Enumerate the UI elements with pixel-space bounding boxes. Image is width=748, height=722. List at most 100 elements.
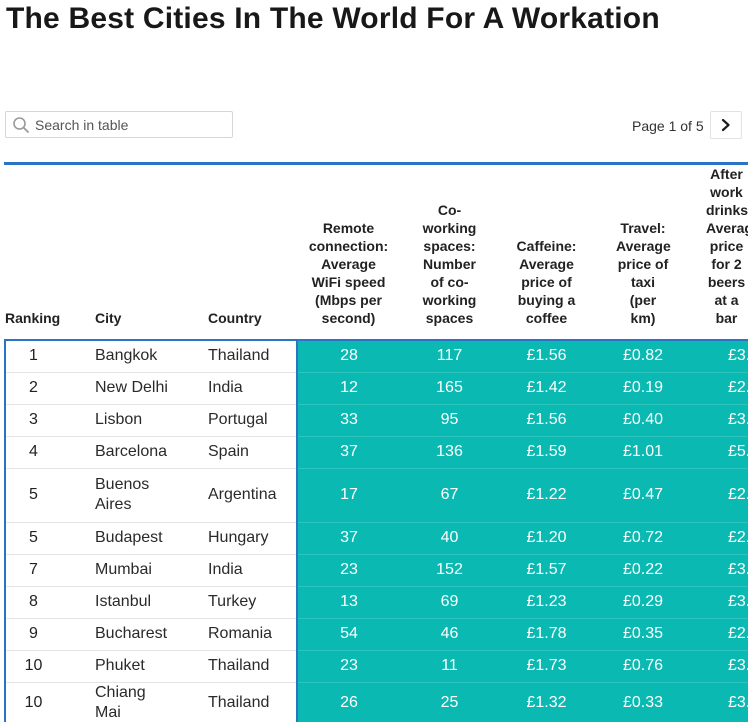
cell-taxi-price: £0.76 [594,650,692,683]
cell-wifi-speed: 13 [297,586,400,619]
table-body: 1BangkokThailand28117£1.56£0.82£3.02New … [4,340,748,722]
cell-wifi-speed: 23 [297,554,400,587]
cell-coworking-spaces: 40 [400,522,499,555]
cell-coworking-spaces: 11 [400,650,499,683]
cell-wifi-speed: 37 [297,436,400,469]
cell-wifi-speed: 37 [297,522,400,555]
cell-city: New Delhi [85,372,198,405]
cell-taxi-price: £0.47 [594,468,692,523]
cell-coffee-price: £1.32 [499,682,594,722]
cell-beer-price: £3.2 [692,554,748,587]
cell-city: Buenos Aires [85,468,198,523]
cell-country: Turkey [198,586,298,619]
cell-coworking-spaces: 67 [400,468,499,523]
cell-ranking: 2 [4,372,85,405]
cell-city: Bangkok [85,340,198,373]
cell-beer-price: £3.3 [692,586,748,619]
cell-country: Argentina [198,468,298,523]
cell-taxi-price: £0.33 [594,682,692,722]
cell-beer-price: £2.7 [692,618,748,651]
cell-coffee-price: £1.42 [499,372,594,405]
cell-country: Thailand [198,340,298,373]
cell-beer-price: £2.9 [692,372,748,405]
cell-taxi-price: £0.72 [594,522,692,555]
cell-ranking: 8 [4,586,85,619]
cell-wifi-speed: 54 [297,618,400,651]
table-top-rule [4,162,748,165]
cell-ranking: 4 [4,436,85,469]
cell-coffee-price: £1.20 [499,522,594,555]
cell-wifi-speed: 12 [297,372,400,405]
cell-city: Barcelona [85,436,198,469]
cell-city: Phuket [85,650,198,683]
cell-city: Istanbul [85,586,198,619]
cell-country: India [198,372,298,405]
cell-coffee-price: £1.59 [499,436,594,469]
cell-coworking-spaces: 69 [400,586,499,619]
cell-beer-price: £3.4 [692,404,748,437]
cell-taxi-price: £0.82 [594,340,692,373]
cell-taxi-price: £0.22 [594,554,692,587]
cell-ranking: 3 [4,404,85,437]
cell-coworking-spaces: 136 [400,436,499,469]
cell-country: Portugal [198,404,298,437]
column-header-wifi-speed[interactable]: Remote connection: Average WiFi speed (M… [297,165,400,341]
cell-taxi-price: £0.35 [594,618,692,651]
cell-taxi-price: £0.29 [594,586,692,619]
cell-coworking-spaces: 117 [400,340,499,373]
cell-coffee-price: £1.56 [499,404,594,437]
cell-country: Romania [198,618,298,651]
next-page-button[interactable] [710,111,742,139]
cell-coworking-spaces: 46 [400,618,499,651]
cell-beer-price: £2.4 [692,522,748,555]
cell-coffee-price: £1.78 [499,618,594,651]
chevron-right-icon [721,118,730,132]
cell-country: Hungary [198,522,298,555]
cell-wifi-speed: 28 [297,340,400,373]
cell-coworking-spaces: 25 [400,682,499,722]
search-input[interactable] [35,116,215,133]
table-search-box[interactable] [5,111,233,138]
cell-wifi-speed: 26 [297,682,400,722]
cell-coworking-spaces: 165 [400,372,499,405]
cell-beer-price: £2.1 [692,468,748,523]
column-header-beer-price[interactable]: After work drinks: Average price for 2 b… [692,165,748,341]
cell-country: Spain [198,436,298,469]
cell-beer-price: £3.9 [692,650,748,683]
column-header-city[interactable]: City [85,165,198,341]
cell-ranking: 5 [4,468,85,523]
cell-coffee-price: £1.22 [499,468,594,523]
cell-wifi-speed: 33 [297,404,400,437]
column-header-ranking[interactable]: Ranking [5,165,85,341]
cell-city: Budapest [85,522,198,555]
column-header-coffee-price[interactable]: Caffeine: Average price of buying a coff… [499,165,594,341]
column-header-taxi-price[interactable]: Travel: Average price of taxi (per km) [594,165,692,341]
column-header-country[interactable]: Country [198,165,297,341]
cell-coworking-spaces: 95 [400,404,499,437]
cell-ranking: 5 [4,522,85,555]
cell-country: Thailand [198,650,298,683]
cell-coffee-price: £1.57 [499,554,594,587]
cell-taxi-price: £0.40 [594,404,692,437]
column-header-coworking-spaces[interactable]: Co-working spaces: Number of co-working … [400,165,499,341]
search-icon [13,116,29,133]
cell-taxi-price: £0.19 [594,372,692,405]
cell-coffee-price: £1.23 [499,586,594,619]
cell-ranking: 1 [4,340,85,373]
cell-city: Chiang Mai [85,682,198,722]
cell-country: Thailand [198,682,298,722]
header-row: Ranking City Country Remote connection: … [5,165,748,341]
cell-wifi-speed: 23 [297,650,400,683]
